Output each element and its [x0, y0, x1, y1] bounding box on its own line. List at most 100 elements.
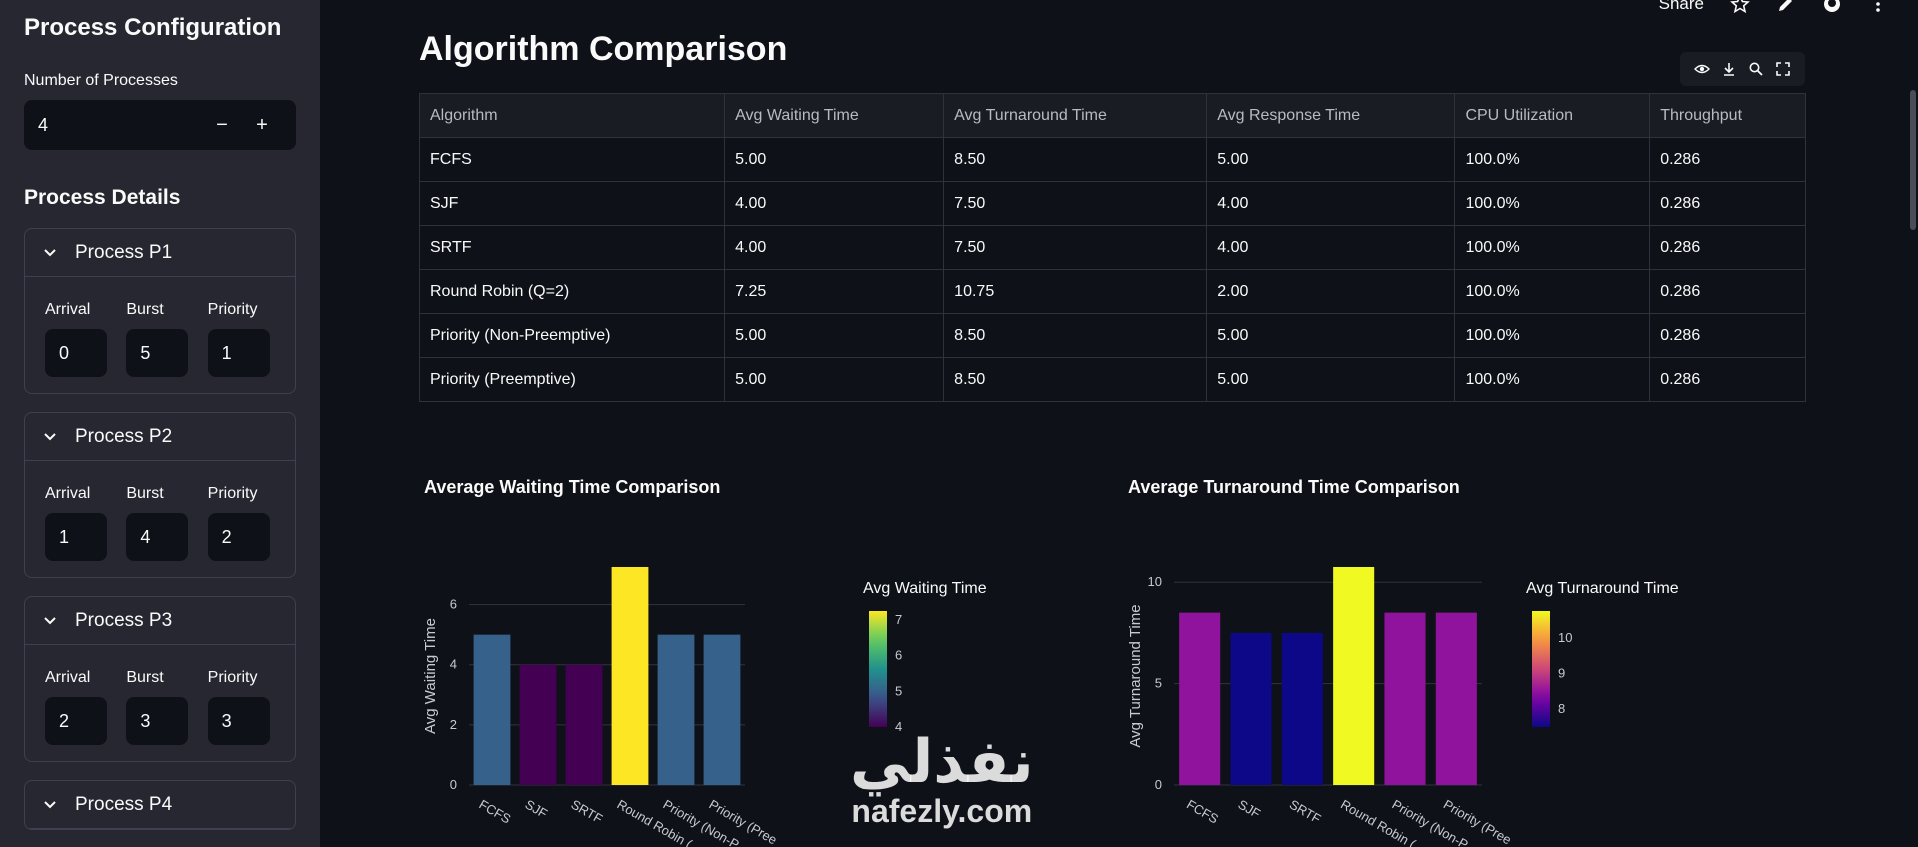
- table-cell[interactable]: 100.0%: [1454, 225, 1651, 270]
- arrival-label: Arrival: [45, 485, 91, 502]
- bar[interactable]: [565, 664, 603, 785]
- process-expander-p2[interactable]: Process P2: [25, 413, 295, 461]
- col-header[interactable]: CPU Utilization: [1454, 93, 1651, 138]
- table-cell[interactable]: 4.00: [724, 181, 945, 226]
- table-cell[interactable]: 100.0%: [1454, 357, 1651, 402]
- table-cell[interactable]: 0.286: [1649, 181, 1806, 226]
- table-cell[interactable]: 100.0%: [1454, 137, 1651, 182]
- table-cell[interactable]: SJF: [418, 181, 726, 226]
- chevron-down-icon: [44, 800, 56, 808]
- eye-icon[interactable]: [1693, 61, 1710, 77]
- increment-button[interactable]: +: [256, 113, 268, 136]
- col-header[interactable]: Avg Turnaround Time: [943, 93, 1208, 138]
- download-icon[interactable]: [1721, 61, 1737, 77]
- table-cell[interactable]: 8.50: [943, 313, 1208, 358]
- col-header[interactable]: Throughput: [1649, 93, 1806, 138]
- table-cell[interactable]: 8.50: [943, 137, 1208, 182]
- table-cell[interactable]: 2.00: [1206, 269, 1456, 314]
- table-cell[interactable]: 4.00: [1206, 225, 1456, 270]
- table-cell[interactable]: 100.0%: [1454, 313, 1651, 358]
- table-cell[interactable]: 0.286: [1649, 269, 1806, 314]
- table-cell[interactable]: 10.75: [943, 269, 1208, 314]
- table-cell[interactable]: 5.00: [724, 357, 945, 402]
- burst-input[interactable]: 4: [126, 513, 189, 561]
- col-header[interactable]: Avg Response Time: [1206, 93, 1456, 138]
- process-expander-p4[interactable]: Process P4: [25, 781, 295, 829]
- bar[interactable]: [473, 634, 511, 785]
- table-cell[interactable]: 5.00: [1206, 357, 1456, 402]
- more-vertical-icon[interactable]: [1868, 0, 1888, 14]
- process-expander-p1[interactable]: Process P1: [25, 229, 295, 277]
- search-icon[interactable]: [1748, 61, 1764, 77]
- priority-input[interactable]: 2: [207, 513, 270, 561]
- table-cell[interactable]: Priority (Preemptive): [418, 357, 726, 402]
- table-cell[interactable]: Round Robin (Q=2): [418, 269, 726, 314]
- burst-label: Burst: [126, 301, 164, 318]
- bar[interactable]: [703, 634, 741, 785]
- table-row[interactable]: Priority (Preemptive) 5.00 8.50 5.00 100.0% 0…: [418, 357, 1806, 402]
- table-row[interactable]: Priority (Non-Preemptive) 5.00 8.50 5.00 100…: [418, 313, 1806, 358]
- table-cell[interactable]: 0.286: [1649, 357, 1806, 402]
- priority-label: Priority: [207, 301, 258, 318]
- burst-input[interactable]: 3: [126, 697, 189, 745]
- col-header[interactable]: Avg Waiting Time: [724, 93, 945, 138]
- table-cell[interactable]: 5.00: [1206, 137, 1456, 182]
- process-card-p3: Process P3 Arrival 2 Burst 3 Priority 3: [24, 596, 296, 762]
- table-cell[interactable]: 5.00: [724, 137, 945, 182]
- process-expander-p3[interactable]: Process P3: [25, 597, 295, 645]
- bar[interactable]: [1281, 632, 1323, 785]
- star-icon[interactable]: [1730, 0, 1750, 14]
- bar[interactable]: [1333, 567, 1375, 785]
- scrollbar[interactable]: [1910, 90, 1916, 230]
- num-processes-value[interactable]: 4: [38, 114, 49, 135]
- bar[interactable]: [1384, 612, 1426, 785]
- num-processes-input[interactable]: 4 − +: [24, 100, 296, 150]
- table-cell[interactable]: SRTF: [418, 225, 726, 270]
- arrival-input[interactable]: 0: [45, 329, 107, 377]
- colorbar-tick-label: 9: [1558, 665, 1565, 680]
- colorbar-tick-label: 6: [895, 648, 902, 663]
- burst-input[interactable]: 5: [126, 329, 189, 377]
- table-cell[interactable]: 0.286: [1649, 137, 1806, 182]
- table-cell[interactable]: 5.00: [1206, 313, 1456, 358]
- bar[interactable]: [611, 567, 649, 785]
- process-name: Process P3: [75, 609, 173, 631]
- table-row[interactable]: FCFS 5.00 8.50 5.00 100.0% 0.286: [418, 137, 1806, 182]
- table-cell[interactable]: FCFS: [418, 137, 726, 182]
- table-cell[interactable]: 5.00: [724, 313, 945, 358]
- table-cell[interactable]: Priority (Non-Preemptive): [418, 313, 726, 358]
- priority-input[interactable]: 1: [207, 329, 270, 377]
- bar[interactable]: [1230, 632, 1272, 785]
- table-cell[interactable]: 7.50: [943, 181, 1208, 226]
- table-row[interactable]: SRTF 4.00 7.50 4.00 100.0% 0.286: [418, 225, 1806, 270]
- col-header[interactable]: Algorithm: [418, 93, 726, 138]
- arrival-input[interactable]: 2: [45, 697, 107, 745]
- table-cell[interactable]: 4.00: [724, 225, 945, 270]
- sidebar-title: Process Configuration: [24, 14, 282, 41]
- arrival-input[interactable]: 1: [45, 513, 107, 561]
- table-row[interactable]: SJF 4.00 7.50 4.00 100.0% 0.286: [418, 181, 1806, 226]
- bar[interactable]: [1179, 612, 1221, 785]
- table-cell[interactable]: 8.50: [943, 357, 1208, 402]
- table-cell[interactable]: 7.50: [943, 225, 1208, 270]
- table-row[interactable]: Round Robin (Q=2) 7.25 10.75 2.00 100.0% 0.28…: [418, 269, 1806, 314]
- table-cell[interactable]: 7.25: [724, 269, 945, 314]
- bar[interactable]: [1435, 612, 1477, 785]
- table-cell[interactable]: 0.286: [1649, 225, 1806, 270]
- comparison-table[interactable]: Algorithm Avg Waiting Time Avg Turnaroun…: [418, 93, 1806, 402]
- decrement-button[interactable]: −: [216, 113, 228, 136]
- pencil-icon[interactable]: [1776, 0, 1796, 14]
- share-button[interactable]: Share: [1658, 0, 1704, 13]
- fullscreen-icon[interactable]: [1775, 61, 1791, 77]
- github-icon[interactable]: [1822, 0, 1842, 14]
- watermark-latin: nafezly.com: [851, 793, 1033, 829]
- table-cell[interactable]: 0.286: [1649, 313, 1806, 358]
- table-cell[interactable]: 100.0%: [1454, 269, 1651, 314]
- table-cell[interactable]: 4.00: [1206, 181, 1456, 226]
- bar[interactable]: [657, 634, 695, 785]
- bar[interactable]: [519, 664, 557, 785]
- table-cell[interactable]: 100.0%: [1454, 181, 1651, 226]
- priority-input[interactable]: 3: [207, 697, 270, 745]
